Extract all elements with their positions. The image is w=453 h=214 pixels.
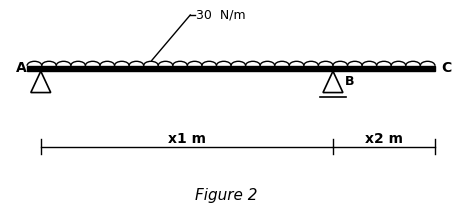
Text: C: C bbox=[442, 61, 452, 76]
Text: Figure 2: Figure 2 bbox=[195, 188, 258, 203]
Text: x2 m: x2 m bbox=[365, 132, 403, 146]
Text: 30  N/m: 30 N/m bbox=[196, 9, 246, 21]
Text: B: B bbox=[345, 75, 355, 88]
Text: A: A bbox=[15, 61, 26, 76]
Text: x1 m: x1 m bbox=[168, 132, 206, 146]
Bar bbox=[27, 66, 435, 71]
